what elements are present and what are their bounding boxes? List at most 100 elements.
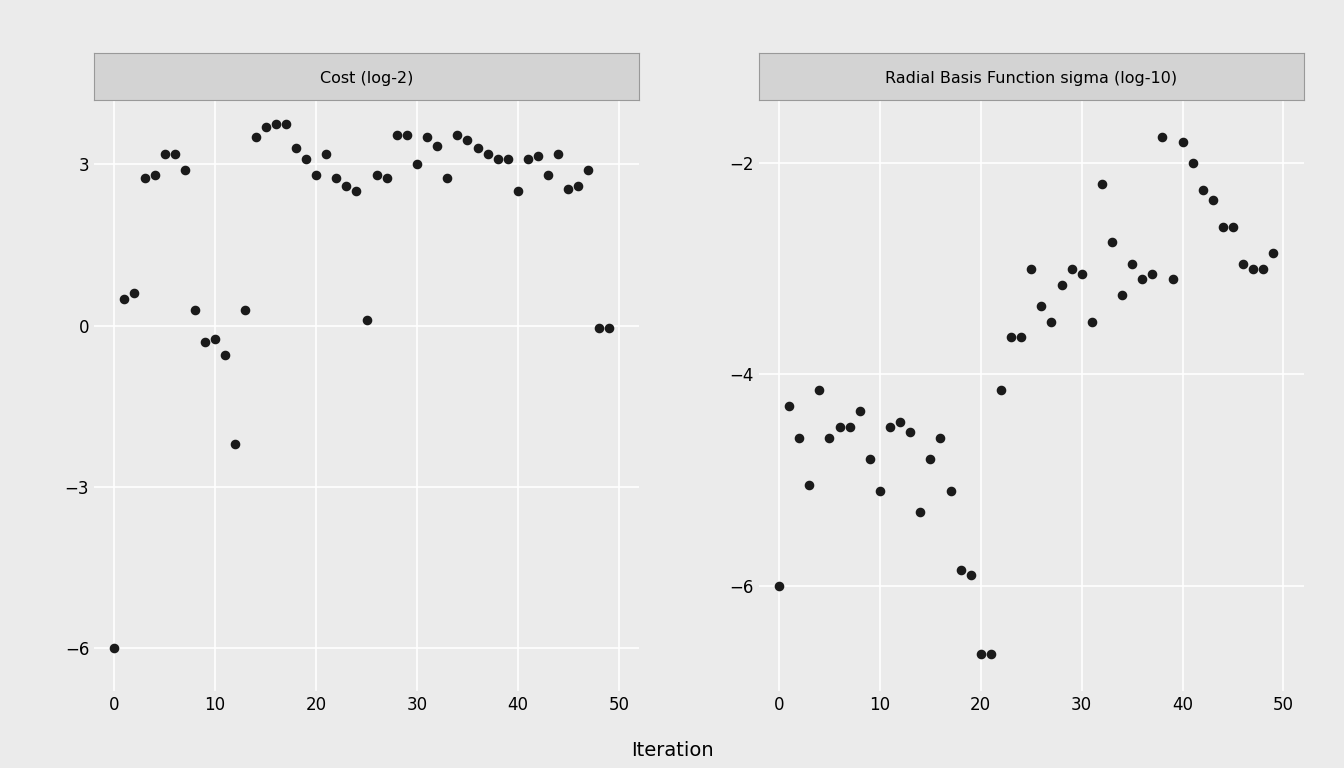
Point bbox=[376, 172, 398, 184]
Point bbox=[1011, 331, 1032, 343]
Point bbox=[598, 323, 620, 335]
Point bbox=[1232, 257, 1254, 270]
Point bbox=[1161, 273, 1183, 286]
Point bbox=[215, 349, 237, 362]
Point bbox=[818, 432, 840, 444]
Point bbox=[1212, 220, 1234, 233]
Point bbox=[1081, 316, 1102, 328]
Point bbox=[1172, 136, 1193, 148]
Point bbox=[1262, 247, 1284, 259]
Point bbox=[587, 323, 609, 335]
Point bbox=[1132, 273, 1153, 286]
Point bbox=[1152, 131, 1173, 143]
Point bbox=[235, 303, 257, 316]
Point bbox=[134, 172, 156, 184]
Point bbox=[829, 421, 851, 433]
Text: Iteration: Iteration bbox=[630, 741, 714, 760]
Point bbox=[426, 140, 448, 152]
Point bbox=[155, 147, 176, 160]
Point bbox=[1020, 263, 1042, 275]
Point bbox=[1060, 263, 1082, 275]
Point bbox=[497, 153, 519, 165]
Point bbox=[1040, 316, 1062, 328]
Point bbox=[406, 158, 427, 170]
Point bbox=[517, 153, 539, 165]
Point bbox=[345, 185, 367, 197]
Point bbox=[245, 131, 266, 144]
Point bbox=[839, 421, 860, 433]
Point bbox=[446, 129, 468, 141]
Point bbox=[305, 169, 327, 181]
Point bbox=[538, 169, 559, 181]
Point bbox=[356, 314, 378, 326]
Point bbox=[175, 164, 196, 176]
Point bbox=[1031, 300, 1052, 312]
Point bbox=[849, 406, 871, 418]
Point bbox=[1222, 220, 1243, 233]
Point bbox=[276, 118, 297, 131]
Point bbox=[144, 169, 165, 181]
Point bbox=[930, 432, 952, 444]
Point bbox=[970, 648, 992, 660]
Point bbox=[1121, 257, 1142, 270]
Point bbox=[396, 129, 418, 141]
Point bbox=[477, 147, 499, 160]
Point bbox=[103, 642, 125, 654]
Point bbox=[164, 147, 185, 160]
Point bbox=[316, 147, 337, 160]
Point bbox=[527, 151, 548, 163]
Point bbox=[960, 569, 981, 581]
Point bbox=[366, 169, 387, 181]
Point bbox=[417, 131, 438, 144]
Point bbox=[1111, 289, 1133, 301]
Point bbox=[296, 153, 317, 165]
Point bbox=[547, 147, 569, 160]
Point bbox=[1071, 268, 1093, 280]
Point bbox=[124, 287, 145, 300]
Point bbox=[879, 421, 900, 433]
Point bbox=[939, 485, 961, 497]
Point bbox=[910, 505, 931, 518]
Point bbox=[991, 384, 1012, 396]
Point bbox=[870, 485, 891, 497]
Point bbox=[859, 453, 880, 465]
Point bbox=[1091, 178, 1113, 190]
Point bbox=[507, 185, 528, 197]
Point bbox=[466, 142, 488, 154]
Point bbox=[487, 153, 508, 165]
Point bbox=[789, 432, 810, 444]
Point bbox=[769, 580, 790, 592]
Point bbox=[114, 293, 136, 305]
Point bbox=[336, 180, 358, 192]
Point bbox=[1101, 237, 1122, 249]
Point bbox=[578, 164, 599, 176]
Point bbox=[567, 180, 589, 192]
Point bbox=[1000, 331, 1021, 343]
Point bbox=[265, 118, 286, 131]
Point bbox=[457, 134, 478, 147]
Point bbox=[1192, 184, 1214, 196]
Point bbox=[386, 129, 407, 141]
Point bbox=[809, 384, 831, 396]
Point bbox=[950, 564, 972, 576]
Point bbox=[195, 336, 216, 348]
Point bbox=[204, 333, 226, 346]
Point bbox=[255, 121, 277, 133]
Point bbox=[224, 438, 246, 450]
Point bbox=[899, 426, 921, 439]
Point bbox=[184, 303, 206, 316]
Point bbox=[325, 172, 347, 184]
Point bbox=[558, 183, 579, 195]
Point bbox=[437, 172, 458, 184]
Point bbox=[980, 648, 1001, 660]
Point bbox=[919, 453, 941, 465]
Point bbox=[890, 415, 911, 428]
Point bbox=[778, 400, 800, 412]
Point bbox=[1141, 268, 1163, 280]
Point bbox=[1202, 194, 1223, 207]
Point bbox=[1242, 263, 1263, 275]
Point bbox=[798, 479, 820, 492]
Point bbox=[1181, 157, 1203, 170]
Point bbox=[1051, 279, 1073, 291]
Point bbox=[1253, 263, 1274, 275]
